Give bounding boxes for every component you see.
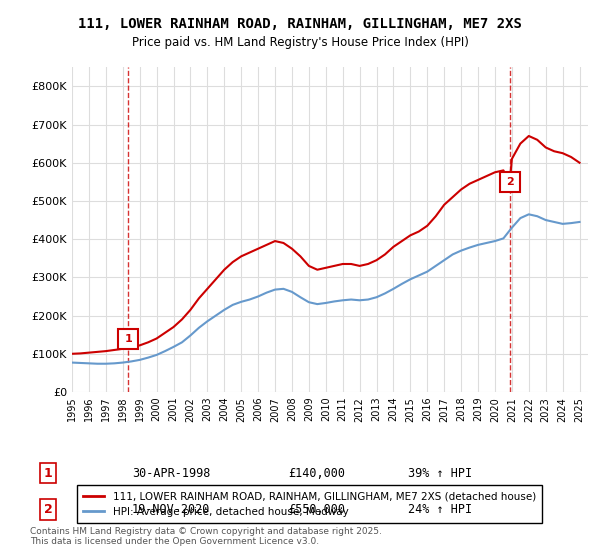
- Text: Contains HM Land Registry data © Crown copyright and database right 2025.
This d: Contains HM Land Registry data © Crown c…: [30, 526, 382, 546]
- Text: 111, LOWER RAINHAM ROAD, RAINHAM, GILLINGHAM, ME7 2XS: 111, LOWER RAINHAM ROAD, RAINHAM, GILLIN…: [78, 17, 522, 31]
- Text: Price paid vs. HM Land Registry's House Price Index (HPI): Price paid vs. HM Land Registry's House …: [131, 36, 469, 49]
- Text: 2: 2: [44, 503, 52, 516]
- Text: 19-NOV-2020: 19-NOV-2020: [132, 503, 211, 516]
- Text: 1: 1: [124, 334, 132, 343]
- Text: 1: 1: [44, 466, 52, 480]
- Text: 24% ↑ HPI: 24% ↑ HPI: [408, 503, 472, 516]
- Text: £550,000: £550,000: [288, 503, 345, 516]
- Text: 39% ↑ HPI: 39% ↑ HPI: [408, 466, 472, 480]
- Text: £140,000: £140,000: [288, 466, 345, 480]
- Legend: 111, LOWER RAINHAM ROAD, RAINHAM, GILLINGHAM, ME7 2XS (detached house), HPI: Ave: 111, LOWER RAINHAM ROAD, RAINHAM, GILLIN…: [77, 486, 542, 523]
- Text: 30-APR-1998: 30-APR-1998: [132, 466, 211, 480]
- Text: 2: 2: [506, 177, 514, 187]
